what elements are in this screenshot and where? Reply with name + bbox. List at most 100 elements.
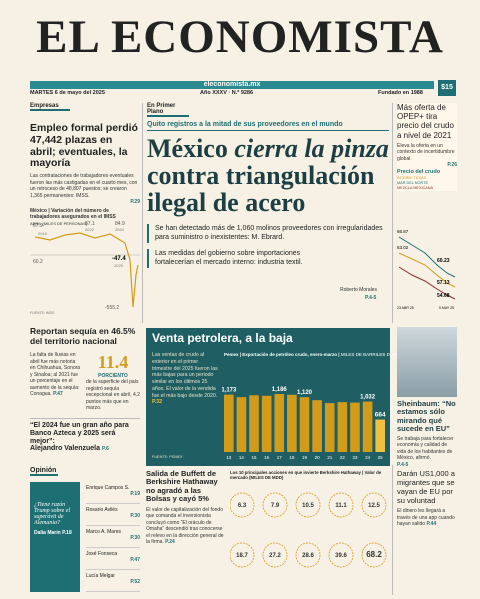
drought-story: Reportan sequía en 46.5% del territorio … — [30, 326, 140, 346]
year-label: 17 — [277, 455, 283, 460]
text: El valor de capitalización del fondo que… — [146, 506, 224, 546]
unit: MILES DE BARRILES DIARIOS — [340, 352, 406, 357]
buffett-story: Salida de Buffett de Berkshire Hathaway … — [146, 469, 226, 546]
data-label: 63.02 — [397, 245, 409, 250]
bar — [274, 394, 285, 452]
columnist: José Fonseca P.47 — [86, 548, 140, 570]
figure-text: de la superficie del país registró sequí… — [86, 379, 140, 411]
bullet: Eleva la oferta en un contexto de incert… — [397, 142, 455, 162]
bubble — [295, 542, 321, 568]
year-label: 13 — [226, 455, 232, 460]
bubble — [262, 492, 288, 518]
bar — [362, 401, 373, 452]
headline-italic: cierra la pinza — [234, 134, 389, 163]
employment-story: Empresas Empleo formal perdió 47,442 pla… — [30, 103, 140, 226]
chart-title: Precio del crudo — [397, 168, 441, 175]
value-label: 1,120 — [297, 390, 313, 396]
author: Dalia Marín — [34, 530, 61, 536]
section-label: Empresas — [30, 103, 70, 111]
bullet: Las contrataciones de trabajadores event… — [30, 173, 138, 199]
bar — [287, 394, 297, 452]
main-story: En Primer Plano Quito registros a la mit… — [147, 103, 389, 268]
bar — [249, 395, 259, 452]
bar — [224, 394, 234, 452]
page-ref: P.47 — [130, 557, 140, 563]
page-ref: P.32 — [152, 399, 163, 406]
author-name: Alejandro Valenzuela — [30, 445, 101, 453]
unit: (MILES DE MDD) — [249, 475, 284, 480]
opec-story: Más oferta de OPEP+ tira precio del crud… — [397, 103, 457, 191]
page-ref: P.4-5 — [365, 295, 377, 301]
author: Alejandro Valenzuela P.6 — [30, 445, 140, 453]
page-ref: P.44 — [426, 521, 437, 528]
bar — [324, 403, 335, 452]
value-label: 10.5 — [302, 503, 314, 509]
sheinbaum-story: Sheinbaum: “No estamos sólo mirando qué … — [397, 399, 457, 468]
subhead: Quito registros a la mitad de sus provee… — [147, 121, 389, 131]
headline: Más oferta de OPEP+ tira precio del crud… — [397, 103, 454, 140]
quote: “El 2024 fue un gran año para Banco Azte… — [30, 422, 129, 445]
bubble — [361, 542, 387, 568]
drought-figure: 11.4 PORCIENTO de la superficie del país… — [86, 352, 140, 412]
title: Pemex | Exportación de petróleo crudo, e… — [224, 352, 338, 357]
opinion-feature: ¿Tiene razón Trump sobre el superávit de… — [30, 482, 80, 592]
page-ref: P.30 — [130, 513, 140, 519]
columnist-name: Marco A. Mares — [86, 529, 122, 535]
value-label: 7.9 — [271, 503, 280, 509]
bubble — [328, 542, 354, 568]
bar — [299, 397, 310, 452]
legend-item: MAR DEL NORTE — [397, 180, 429, 185]
legend-item: INTERM. TEXAS — [397, 175, 427, 180]
year-label: 16 — [264, 455, 270, 460]
value-label: 12.5 — [368, 503, 380, 509]
bullet: El valor de capitalización del fondo que… — [146, 507, 226, 546]
columnist: Marco A. Mares P.30 — [86, 526, 140, 548]
date-label: 5 MAY 25 — [439, 306, 454, 310]
value-label: 1,032 — [360, 395, 376, 401]
source: FUENTE: PEMEX — [152, 455, 183, 459]
page-ref: P.30 — [130, 535, 140, 541]
data-label: 67.9 — [33, 223, 43, 229]
headline: Salida de Buffett de Berkshire Hathaway … — [146, 469, 218, 504]
value-label: 68.2 — [366, 550, 382, 559]
chart-title: Los 10 principales acciones en que invie… — [230, 470, 390, 480]
value-label: 27.2 — [269, 553, 281, 559]
bar — [236, 397, 247, 452]
bubble — [262, 542, 288, 568]
chart-unit: ABRIL (MILES DE PERSONAS) — [30, 220, 88, 226]
trend-line — [398, 236, 456, 278]
year-label: 2019 — [38, 231, 48, 236]
columnists: Enrique Campos S. P.19 Rosario Avilés P.30 M… — [86, 482, 140, 592]
data-label: 87.1 — [85, 221, 95, 227]
website[interactable]: eleconomista.mx — [203, 81, 261, 88]
year-label: 14 — [239, 455, 245, 460]
figure: 11.4 — [97, 352, 129, 372]
headline-part: contra triangulación ilegal de acero — [147, 161, 375, 217]
data-label: -47.4 — [112, 256, 126, 262]
columnist: Enrique Campos S. P.19 — [86, 482, 140, 504]
page-ref: P.6 — [101, 446, 109, 453]
page-ref: P.24 — [165, 539, 175, 546]
headline: Reportan sequía en 46.5% del territorio … — [30, 326, 136, 346]
data-label: 57.13 — [437, 280, 450, 286]
oil-chart: 13 1,173 14 15 16 17 1,186 18 19 1,120 20 21 22 23 24 1… — [222, 387, 386, 460]
date: MARTES 6 de mayo del 2025 — [30, 90, 105, 96]
columnist-name: Rosario Avilés — [86, 507, 118, 513]
text: Las ventas de crudo al exterior en el pr… — [152, 352, 218, 399]
data-label: 84.9 — [115, 221, 125, 227]
value-label: 28.6 — [302, 553, 314, 559]
year-label: 2024 — [115, 227, 125, 232]
figure-unit: PORCIENTO — [98, 373, 128, 379]
year-label: 2022 — [85, 227, 95, 232]
photo — [397, 327, 457, 397]
title: Los 10 principales acciones en que invie… — [230, 470, 382, 480]
data-label: 66.87 — [397, 229, 409, 234]
employment-chart: 67.9 87.1 84.9 60.2 -47.4 -555.2 2019 20… — [30, 221, 140, 315]
legend-item: MEZCLA MEXICANA — [397, 185, 434, 190]
azteca-story: “El 2024 fue un gran año para Banco Azte… — [30, 418, 140, 453]
headline: Darán US1,000 a migrantes que se vayan d… — [397, 469, 455, 505]
chart-title: México | Variación del número de trabaja… — [30, 207, 116, 221]
value-label: 18.7 — [236, 553, 248, 559]
value-label: 6.3 — [238, 503, 247, 509]
author: Roberto Morales — [340, 287, 377, 293]
